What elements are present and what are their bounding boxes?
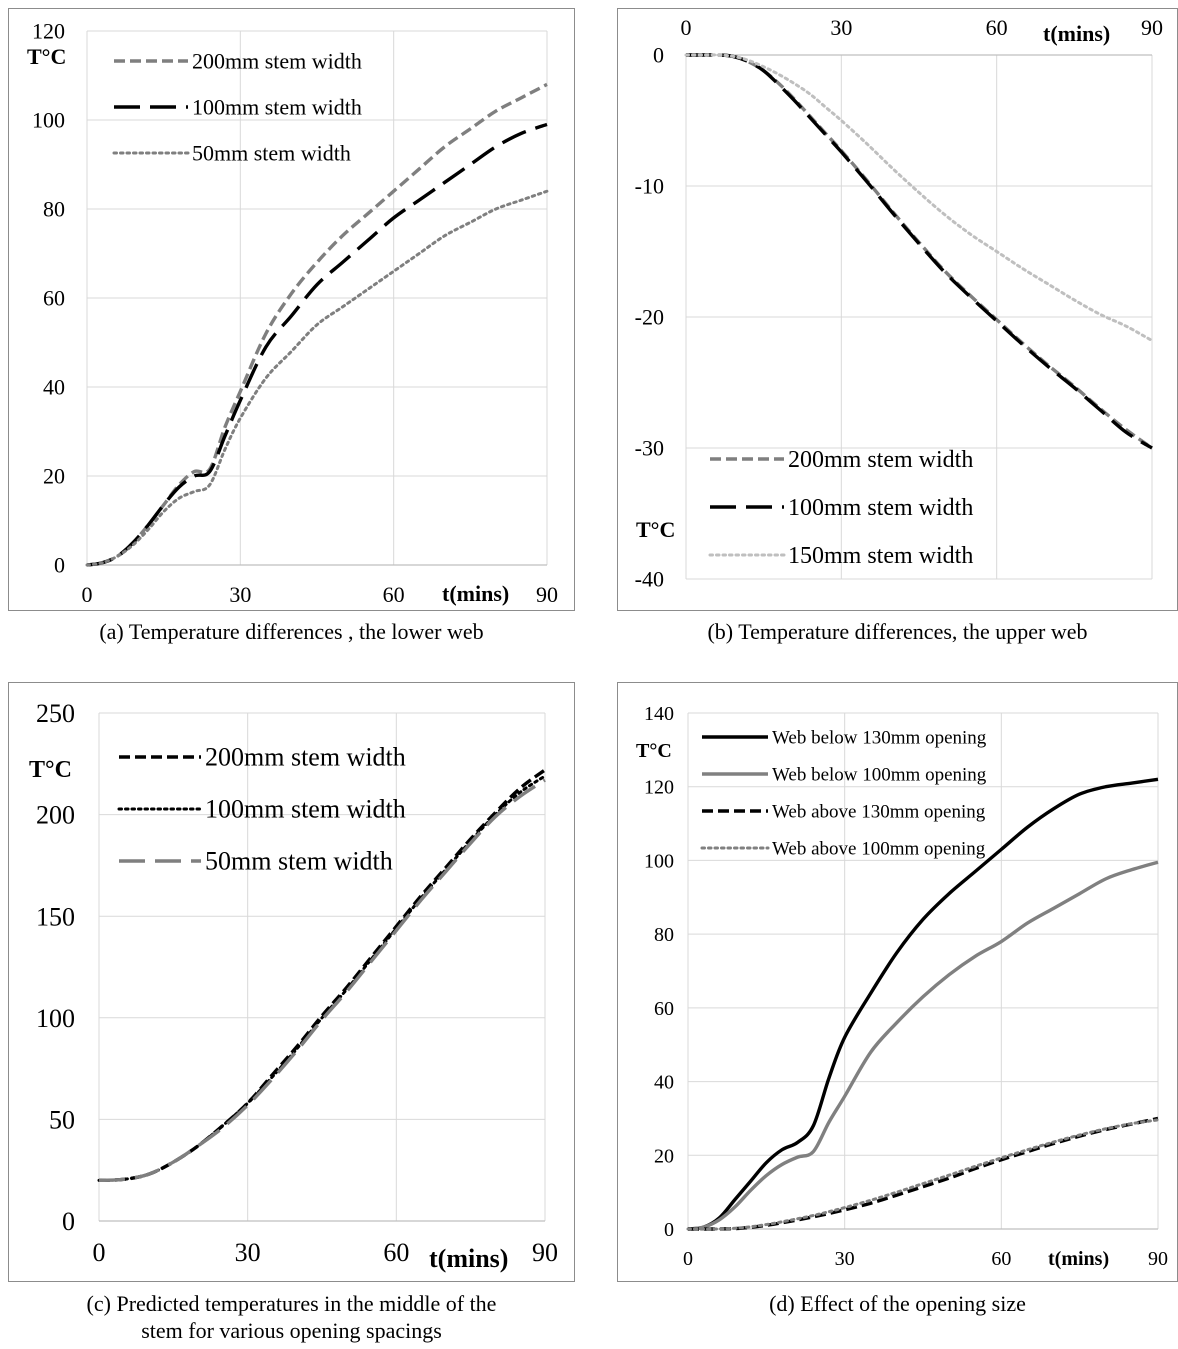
y-tick-label: 200 xyxy=(36,801,75,830)
legend-label: 200mm stem width xyxy=(205,743,406,772)
x-tick-label: 0 xyxy=(683,1248,693,1270)
y-axis-label: T°C xyxy=(29,757,72,783)
y-axis-label: T°C xyxy=(636,740,672,762)
y-tick-label: 0 xyxy=(62,1207,75,1236)
y-tick-label: 40 xyxy=(654,1072,674,1094)
legend-label: 150mm stem width xyxy=(788,543,973,569)
y-tick-label: 140 xyxy=(644,703,674,725)
series-line-1 xyxy=(86,82,548,567)
legend-label: Web below 130mm opening xyxy=(772,727,987,748)
legend-label: 50mm stem width xyxy=(192,140,351,165)
legend-label: 100mm stem width xyxy=(205,795,406,824)
x-axis-label: t(mins) xyxy=(1043,21,1110,46)
x-tick-label: 90 xyxy=(1141,15,1163,40)
y-tick-label: 120 xyxy=(644,777,674,799)
x-tick-label: 30 xyxy=(235,1238,261,1267)
y-tick-label: 250 xyxy=(36,699,75,728)
y-tick-label: 80 xyxy=(654,924,674,946)
chart-caption-b: (b) Temperature differences, the upper w… xyxy=(707,619,1088,644)
chart-caption-c: (c) Predicted temperatures in the middle… xyxy=(8,1290,575,1344)
y-tick-label: 20 xyxy=(654,1145,674,1167)
y-tick-label: 100 xyxy=(36,1004,75,1033)
y-tick-label: -20 xyxy=(635,305,664,330)
legend-label: Web below 100mm opening xyxy=(772,764,987,785)
chart-caption-a: (a) Temperature differences , the lower … xyxy=(99,619,484,644)
x-tick-label: 30 xyxy=(835,1248,855,1270)
series-line-1 xyxy=(687,777,1159,1231)
series-line-3 xyxy=(98,778,546,1183)
y-tick-label: 120 xyxy=(32,19,65,44)
x-tick-label: 60 xyxy=(991,1248,1011,1270)
y-tick-label: 0 xyxy=(54,553,65,578)
legend-label: 100mm stem width xyxy=(788,495,973,521)
legend-label: 50mm stem width xyxy=(205,847,393,876)
x-tick-label: 30 xyxy=(830,15,852,40)
x-tick-label: 60 xyxy=(986,15,1008,40)
x-axis-label: t(mins) xyxy=(429,1244,508,1273)
chart-svg-c: 0 50 100 150 200 250 0 30 60 90 t(mins) T°C 200mm st… xyxy=(29,699,558,1273)
y-tick-label: 100 xyxy=(32,108,65,133)
series-line-3 xyxy=(85,189,549,567)
y-tick-label: 0 xyxy=(653,43,664,68)
chart-svg-d: 0 20 40 60 80 100 120 140 0 30 60 90 t(mins) T°C Web b… xyxy=(636,703,1168,1270)
x-tick-label: 60 xyxy=(383,582,405,607)
y-tick-label: 60 xyxy=(654,998,674,1020)
y-tick-label: 40 xyxy=(43,375,65,400)
x-tick-label: 90 xyxy=(536,582,558,607)
legend-label: 200mm stem width xyxy=(788,447,973,473)
y-tick-label: 80 xyxy=(43,197,65,222)
x-tick-label: 90 xyxy=(1148,1248,1168,1270)
x-axis-label: t(mins) xyxy=(1048,1248,1109,1270)
y-tick-label: 20 xyxy=(43,464,65,489)
series-line-1 xyxy=(98,768,547,1183)
legend-label: Web above 130mm opening xyxy=(772,801,986,822)
y-tick-label: -10 xyxy=(635,174,664,199)
x-axis-label: t(mins) xyxy=(442,581,509,606)
y-axis-label: T°C xyxy=(27,44,66,69)
y-tick-label: 0 xyxy=(664,1219,674,1241)
chart-svg-b: 0 -10 -20 -30 -40 0 30 60 90 t(mins) T°C 200mm stem… xyxy=(635,15,1163,592)
series-line-4 xyxy=(686,1118,1160,1231)
y-tick-label: 50 xyxy=(49,1106,75,1135)
series-line-2 xyxy=(686,53,1153,450)
chart-svg-a: 0 20 40 60 80 100 120 0 30 60 90 t(mins) T°C 200mm st… xyxy=(27,19,558,607)
chart-panel-d: 0 20 40 60 80 100 120 140 0 30 60 90 t(mins) T°C Web b… xyxy=(617,682,1178,1282)
chart-panel-a: 0 20 40 60 80 100 120 0 30 60 90 t(mins) T°C 200mm st… xyxy=(8,8,575,611)
series-line-2 xyxy=(687,860,1159,1231)
chart-caption-d: (d) Effect of the opening size xyxy=(769,1291,1026,1316)
legend-label: 100mm stem width xyxy=(192,94,362,119)
x-tick-label: 90 xyxy=(532,1238,558,1267)
chart-caption-c-line2: stem for various opening spacings xyxy=(141,1318,442,1343)
x-tick-label: 0 xyxy=(82,582,93,607)
x-tick-label: 0 xyxy=(93,1238,106,1267)
legend-label: Web above 100mm opening xyxy=(772,838,986,859)
y-tick-label: -30 xyxy=(635,436,664,461)
chart-caption-c-line1: (c) Predicted temperatures in the middle… xyxy=(86,1291,497,1316)
series-line-1 xyxy=(686,53,1153,450)
y-tick-label: -40 xyxy=(635,567,664,592)
y-tick-label: 60 xyxy=(43,286,65,311)
legend-label: 200mm stem width xyxy=(192,48,362,73)
chart-panel-b: 0 -10 -20 -30 -40 0 30 60 90 t(mins) T°C 200mm stem… xyxy=(617,8,1178,611)
x-tick-label: 0 xyxy=(681,15,692,40)
series-line-3 xyxy=(684,53,1154,343)
x-tick-label: 30 xyxy=(229,582,251,607)
y-tick-label: 100 xyxy=(644,850,674,872)
y-tick-label: 150 xyxy=(36,902,75,931)
chart-panel-c: 0 50 100 150 200 250 0 30 60 90 t(mins) T°C 200mm st… xyxy=(8,682,575,1282)
series-line-2 xyxy=(86,122,548,567)
x-tick-label: 60 xyxy=(383,1238,409,1267)
y-axis-label: T°C xyxy=(636,517,675,542)
